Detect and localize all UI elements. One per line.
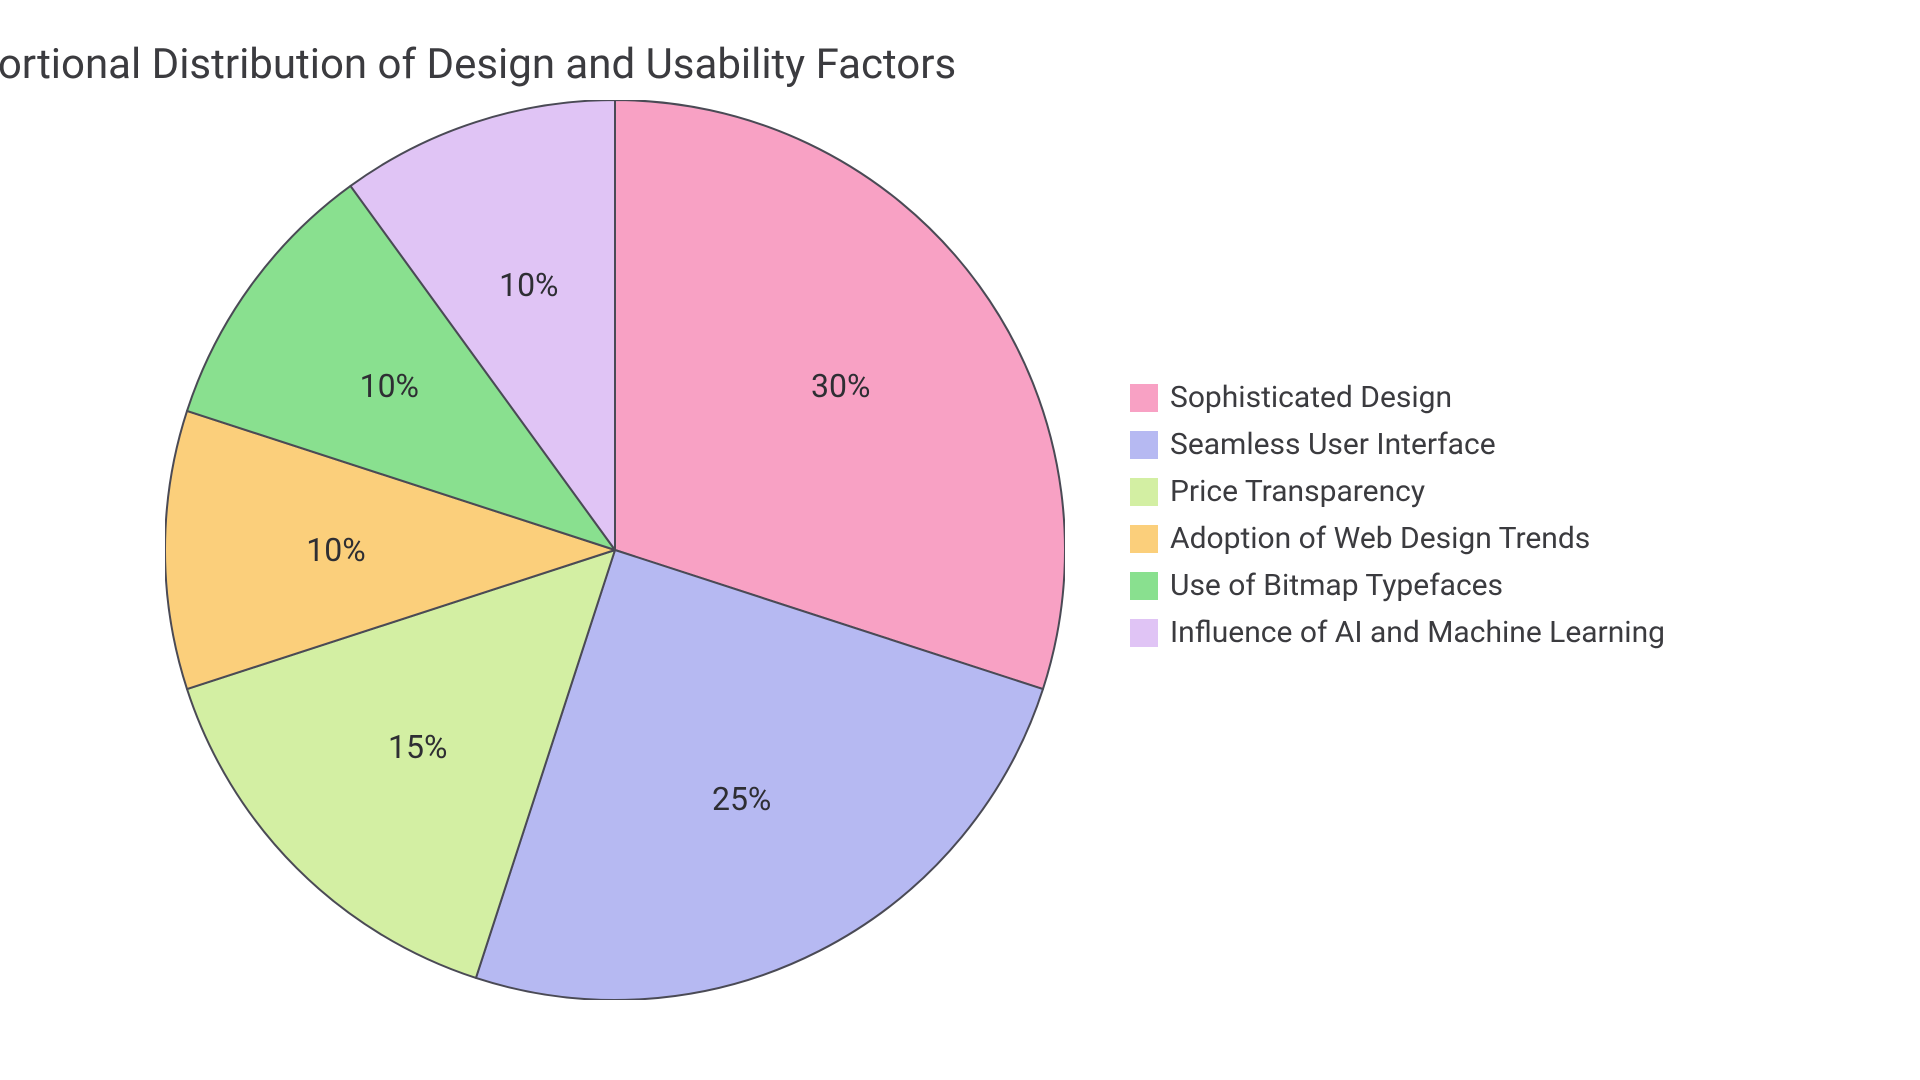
legend-item: Sophisticated Design <box>1130 380 1665 415</box>
legend-item: Use of Bitmap Typefaces <box>1130 568 1665 603</box>
legend-swatch <box>1130 384 1158 412</box>
legend-item: Price Transparency <box>1130 474 1665 509</box>
pie-slice-label: 10% <box>499 266 558 304</box>
pie-slice-label: 10% <box>306 531 365 569</box>
pie-slice-label: 15% <box>388 728 447 766</box>
legend-item: Influence of AI and Machine Learning <box>1130 615 1665 650</box>
legend-item: Seamless User Interface <box>1130 427 1665 462</box>
pie-slice-label: 25% <box>712 780 771 818</box>
legend-label: Sophisticated Design <box>1170 380 1452 415</box>
legend-label: Price Transparency <box>1170 474 1425 509</box>
legend-item: Adoption of Web Design Trends <box>1130 521 1665 556</box>
legend-label: Seamless User Interface <box>1170 427 1496 462</box>
legend-label: Use of Bitmap Typefaces <box>1170 568 1503 603</box>
legend-label: Adoption of Web Design Trends <box>1170 521 1590 556</box>
legend-swatch <box>1130 431 1158 459</box>
legend-label: Influence of AI and Machine Learning <box>1170 615 1665 650</box>
pie-slice-label: 30% <box>811 367 870 405</box>
legend: Sophisticated Design Seamless User Interf… <box>1130 380 1665 662</box>
pie-svg <box>165 100 1065 1000</box>
legend-swatch <box>1130 619 1158 647</box>
legend-swatch <box>1130 572 1158 600</box>
chart-title: Proportional Distribution of Design and … <box>0 40 956 89</box>
pie-chart: 30% 25% 15% 10% 10% 10% <box>165 100 1065 1000</box>
legend-swatch <box>1130 525 1158 553</box>
pie-slice-label: 10% <box>360 367 419 405</box>
legend-swatch <box>1130 478 1158 506</box>
